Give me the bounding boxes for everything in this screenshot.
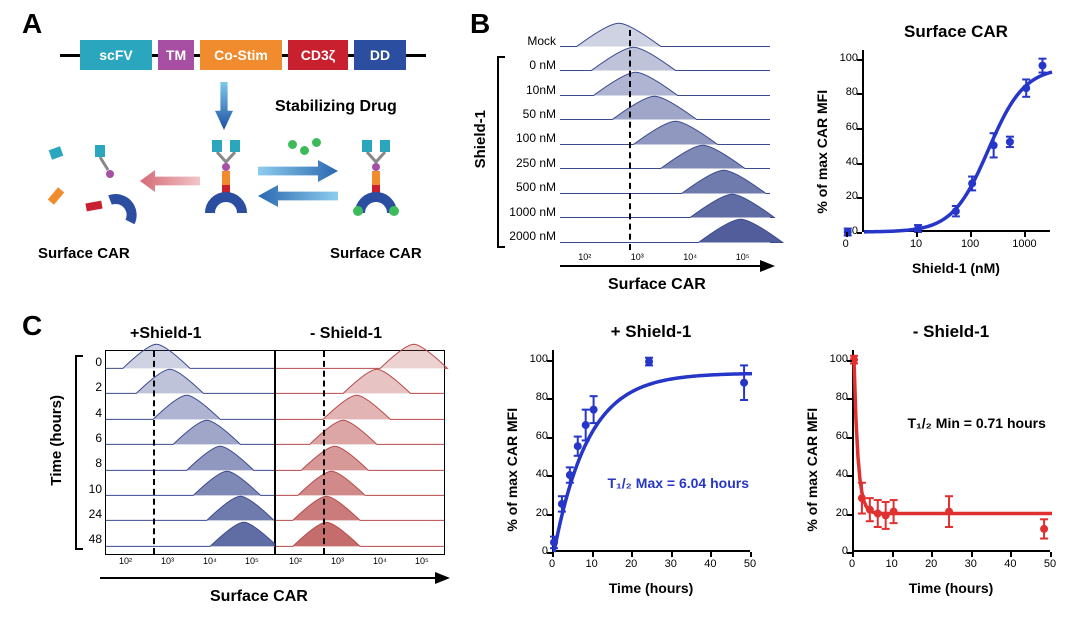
chart-title: + Shield-1 — [552, 322, 750, 342]
chart-title: - Shield-1 — [852, 322, 1050, 342]
arrow-forward — [258, 160, 338, 182]
histo-b-xlabel: Surface CAR — [608, 276, 706, 294]
histogram-dashed-line — [629, 30, 631, 250]
histo-c-xlabel: Surface CAR — [210, 588, 308, 606]
histo-row-label: 100 nM — [502, 131, 556, 145]
construct-box-co-stim: Co-Stim — [200, 40, 282, 70]
arrow-back — [258, 185, 338, 207]
shield1-bracket-label: Shield-1 — [472, 110, 489, 168]
histo-b-arrow — [560, 258, 775, 274]
histo-c-left-title: +Shield-1 — [130, 325, 202, 343]
drug-dot — [312, 138, 321, 147]
construct-box-scfv: scFV — [80, 40, 152, 70]
drug-dot — [300, 146, 309, 155]
car-icon-center — [200, 135, 252, 235]
time-bracket-label: Time (hours) — [48, 395, 65, 486]
chart-ylabel: % of max CAR MFI — [504, 370, 520, 532]
chart-title: Surface CAR — [862, 22, 1050, 42]
histo-row-label: 6 — [82, 431, 102, 445]
histo-row-label: 0 nM — [502, 58, 556, 72]
chart-xlabel: Time (hours) — [852, 580, 1050, 596]
histogram-dashed-line — [323, 351, 325, 554]
stabilizing-drug-label: Stabilizing Drug — [275, 98, 397, 116]
panel-c-chart-plus: + Shield-1% of max CAR MFITime (hours)02… — [500, 320, 760, 600]
histogram-dashed-line — [153, 351, 155, 554]
chart-ylabel: % of max CAR MFI — [814, 68, 830, 214]
chart-xlabel: Shield-1 (nM) — [862, 260, 1050, 276]
histo-c-arrow — [100, 570, 450, 586]
panel-c-chart-minus: - Shield-1% of max CAR MFITime (hours)02… — [800, 320, 1060, 600]
panel-label-b: B — [470, 8, 490, 40]
car-icon-stabilized — [350, 135, 406, 235]
histo-row-label: 2 — [82, 380, 102, 394]
panel-label-c: C — [22, 310, 42, 342]
car-icon-degraded — [40, 140, 140, 240]
histo-row-label: 48 — [82, 532, 102, 546]
drug-dot — [288, 140, 297, 149]
panel-a: scFVTMCo-StimCD3ζDD Stabilizing Drug — [20, 10, 460, 300]
histo-row-label: 10nM — [502, 83, 556, 97]
histo-row-label: Mock — [502, 34, 556, 48]
histo-c-right-title: - Shield-1 — [310, 325, 382, 343]
shield1-bracket — [497, 56, 499, 248]
chart-xlabel: Time (hours) — [552, 580, 750, 596]
histo-row-label: 1000 nM — [502, 205, 556, 219]
histo-row-label: 50 nM — [502, 107, 556, 121]
time-bracket — [75, 355, 77, 550]
histo-row-label: 24 — [82, 507, 102, 521]
panel-c-histogram-left: 0246810244810²10³10⁴10⁵ — [105, 350, 275, 555]
construct-box-dd: DD — [354, 40, 406, 70]
chart-ylabel: % of max CAR MFI — [804, 370, 820, 532]
t-half-label: T₁/₂ Min = 0.71 hours — [907, 415, 1045, 431]
surface-car-label-right: Surface CAR — [330, 245, 422, 262]
panel-b-chart: Surface CAR % of max CAR MFI Shield-1 (nM)… — [810, 20, 1060, 280]
histo-row-label: 4 — [82, 406, 102, 420]
histo-row-label: 10 — [82, 482, 102, 496]
panel-c-histogram-right: 10²10³10⁴10⁵ — [275, 350, 445, 555]
histo-row-label: 500 nM — [502, 180, 556, 194]
construct-box-cd3ζ: CD3ζ — [288, 40, 348, 70]
arrow-degrade — [140, 170, 200, 192]
histo-row-label: 8 — [82, 456, 102, 470]
gradient-arrow-down — [215, 82, 233, 130]
construct-box-tm: TM — [158, 40, 194, 70]
panel-b-histogram: Mock0 nM10nM50 nM100 nM250 nM500 nM1000 … — [560, 30, 770, 250]
t-half-label: T₁/₂ Max = 6.04 hours — [607, 475, 749, 491]
histo-row-label: 250 nM — [502, 156, 556, 170]
histo-row-label: 2000 nM — [502, 229, 556, 243]
construct-diagram: scFVTMCo-StimCD3ζDD — [60, 40, 426, 70]
histo-row-label: 0 — [82, 355, 102, 369]
surface-car-label-left: Surface CAR — [38, 245, 130, 262]
